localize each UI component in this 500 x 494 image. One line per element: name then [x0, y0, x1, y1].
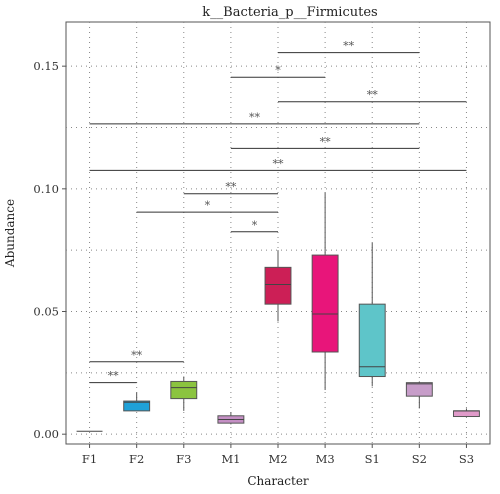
- y-tick-label: 0.10: [33, 182, 59, 196]
- significance-label: *: [205, 199, 211, 212]
- significance-label: **: [249, 111, 261, 124]
- chart-title: k__Bacteria_p__Firmicutes: [202, 5, 377, 20]
- significance-label: **: [108, 370, 120, 383]
- box-body: [452, 410, 480, 418]
- box-m1: [217, 412, 245, 425]
- significance-label: **: [320, 135, 332, 148]
- significance-brackets: *******************: [89, 40, 467, 384]
- y-tick-label: 0.00: [33, 427, 59, 441]
- x-tick-label: M3: [316, 452, 335, 466]
- x-axis: F1 F2 F3 M1 M2 M3 S1 S2 S3: [82, 444, 474, 466]
- box-s2: [405, 381, 433, 409]
- x-tick-label: F3: [176, 452, 191, 466]
- significance-label: **: [131, 349, 143, 362]
- box-m3: [311, 192, 339, 391]
- y-axis: 0.00 0.05 0.10 0.15: [33, 59, 66, 441]
- box-body: [123, 400, 151, 412]
- box-body: [311, 254, 339, 353]
- box-body: [264, 266, 292, 305]
- significance-label: *: [252, 219, 258, 232]
- y-tick-label: 0.05: [33, 305, 59, 319]
- x-tick-label: F1: [82, 452, 97, 466]
- box-s1: [358, 242, 386, 387]
- y-tick-label: 0.15: [33, 59, 59, 73]
- x-tick-label: S3: [459, 452, 474, 466]
- significance-label: **: [343, 40, 355, 53]
- significance-label: *: [275, 64, 281, 77]
- box-f2: [123, 392, 151, 412]
- box-body: [358, 303, 386, 378]
- box-body: [405, 382, 433, 397]
- x-tick-label: S1: [365, 452, 380, 466]
- significance-label: **: [367, 89, 379, 102]
- significance-label: **: [273, 157, 285, 170]
- x-tick-label: M2: [268, 452, 287, 466]
- x-tick-label: M1: [221, 452, 240, 466]
- significance-label: **: [225, 181, 237, 194]
- box-series: [76, 192, 480, 432]
- box-s3: [452, 408, 480, 418]
- x-axis-label: Character: [247, 474, 309, 488]
- box-f3: [170, 376, 198, 411]
- box-m2: [264, 250, 292, 322]
- x-tick-label: S2: [412, 452, 427, 466]
- y-axis-label: Abundance: [3, 199, 17, 268]
- grid-lines: [66, 22, 490, 444]
- x-tick-label: F2: [129, 452, 144, 466]
- box-body: [170, 380, 198, 400]
